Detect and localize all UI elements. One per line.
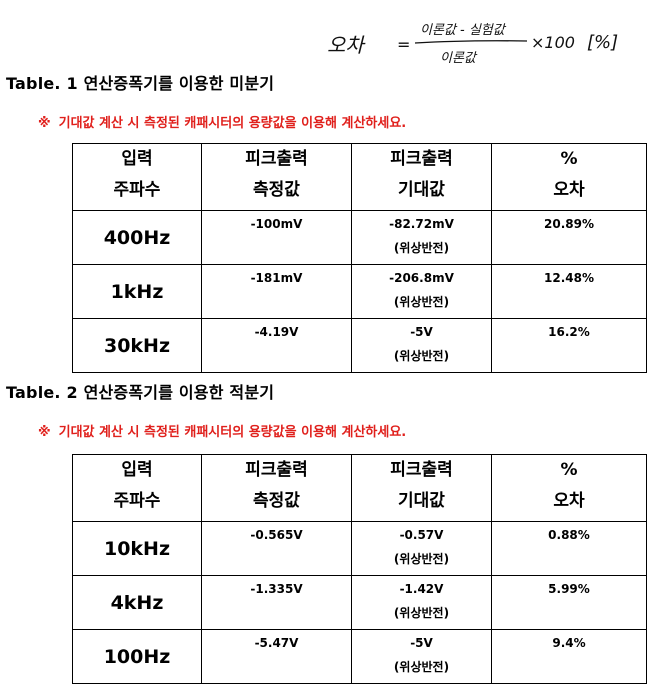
error-cell: 20.89%: [491, 210, 647, 265]
header-cell: 피크출력 측정값: [201, 454, 352, 522]
measured-cell: -4.19V: [201, 318, 352, 373]
expected-cell: -0.57V (위상반전): [351, 521, 492, 576]
header-cell: % 오차: [491, 143, 647, 211]
error-cell: 5.99%: [491, 575, 647, 630]
measured-cell: -1.335V: [201, 575, 352, 630]
header-cell: 피크출력 기대값: [351, 454, 492, 522]
formula-handwriting: 오차 = 이론값 - 실험값 이론값 ×100 [%]: [327, 23, 618, 66]
table-row: 4kHz -1.335V -1.42V (위상반전) 5.99%: [72, 575, 647, 630]
header-cell: 입력 주파수: [72, 454, 202, 522]
table-row: 10kHz -0.565V -0.57V (위상반전) 0.88%: [72, 521, 647, 576]
table-row: 100Hz -5.47V -5V (위상반전) 9.4%: [72, 629, 647, 684]
table-row: 1kHz -181mV -206.8mV (위상반전) 12.48%: [72, 264, 647, 319]
table2-title: Table. 2 연산증폭기를 이용한 적분기: [6, 383, 275, 402]
table-header-row: 입력 주파수 피크출력 측정값 피크출력 기대값 % 오차: [72, 454, 647, 522]
table1-note: ※ 기대값 계산 시 측정된 캐패시터의 용량값을 이용해 계산하세요.: [38, 112, 406, 131]
header-cell: % 오차: [491, 454, 647, 522]
table1-title: Table. 1 연산증폭기를 이용한 미분기: [6, 74, 275, 93]
formula-denominator: 이론값: [440, 51, 478, 66]
frequency-cell: 30kHz: [72, 318, 202, 373]
expected-cell: -5V (위상반전): [351, 318, 492, 373]
table1-differentiator: 입력 주파수 피크출력 측정값 피크출력 기대값 % 오차 400Hz -100mV -…: [72, 143, 647, 373]
formula-unit: [%]: [587, 32, 618, 53]
formula-multiplier: ×100: [531, 33, 575, 52]
note-mark-icon: ※: [38, 116, 51, 131]
table2-note-text: 기대값 계산 시 측정된 캐패시터의 용량값을 이용해 계산하세요.: [58, 425, 407, 440]
frequency-cell: 10kHz: [72, 521, 202, 576]
expected-cell: -82.72mV (위상반전): [351, 210, 492, 265]
header-cell: 피크출력 기대값: [351, 143, 492, 211]
table-row: 400Hz -100mV -82.72mV (위상반전) 20.89%: [72, 210, 647, 265]
formula-numerator: 이론값 - 실험값: [420, 23, 507, 38]
table2-note: ※ 기대값 계산 시 측정된 캐패시터의 용량값을 이용해 계산하세요.: [38, 421, 406, 440]
table-header-row: 입력 주파수 피크출력 측정값 피크출력 기대값 % 오차: [72, 143, 647, 211]
expected-cell: -206.8mV (위상반전): [351, 264, 492, 319]
header-cell: 입력 주파수: [72, 143, 202, 211]
error-formula: 오차 = 이론값 - 실험값 이론값 ×100 [%]: [325, 10, 645, 68]
header-cell: 피크출력 측정값: [201, 143, 352, 211]
error-cell: 12.48%: [491, 264, 647, 319]
frequency-cell: 400Hz: [72, 210, 202, 265]
error-cell: 16.2%: [491, 318, 647, 373]
frequency-cell: 100Hz: [72, 629, 202, 684]
expected-cell: -1.42V (위상반전): [351, 575, 492, 630]
expected-cell: -5V (위상반전): [351, 629, 492, 684]
fraction-bar: [414, 40, 528, 44]
measured-cell: -181mV: [201, 264, 352, 319]
note-mark-icon: ※: [38, 425, 51, 440]
measured-cell: -0.565V: [201, 521, 352, 576]
error-cell: 0.88%: [491, 521, 647, 576]
frequency-cell: 1kHz: [72, 264, 202, 319]
error-cell: 9.4%: [491, 629, 647, 684]
frequency-cell: 4kHz: [72, 575, 202, 630]
measured-cell: -100mV: [201, 210, 352, 265]
table-row: 30kHz -4.19V -5V (위상반전) 16.2%: [72, 318, 647, 373]
formula-left: 오차: [327, 33, 366, 57]
table2-integrator: 입력 주파수 피크출력 측정값 피크출력 기대값 % 오차 10kHz -0.565V …: [72, 454, 647, 684]
measured-cell: -5.47V: [201, 629, 352, 684]
table1-note-text: 기대값 계산 시 측정된 캐패시터의 용량값을 이용해 계산하세요.: [58, 116, 407, 131]
formula-equals: =: [397, 35, 410, 54]
